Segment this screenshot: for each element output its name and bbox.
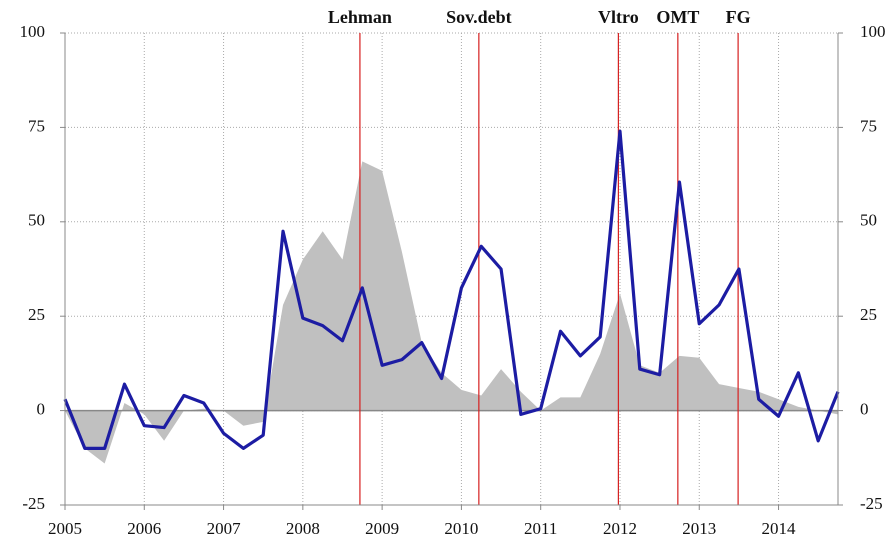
y2-tick-label: 100 — [860, 22, 886, 41]
x-tick-label: 2007 — [207, 519, 242, 538]
area — [65, 161, 838, 464]
y2-tick-label: 75 — [860, 116, 877, 135]
x-tick-label: 2005 — [48, 519, 82, 538]
event-label: Vltro — [598, 7, 639, 27]
x-tick-label: 2009 — [365, 519, 399, 538]
x-tick-label: 2014 — [762, 519, 797, 538]
y-tick-label: 100 — [20, 22, 46, 41]
x-tick-label: 2012 — [603, 519, 637, 538]
y2-tick-label: 50 — [860, 211, 877, 230]
x-tick-label: 2013 — [682, 519, 716, 538]
plot-frame — [64, 33, 839, 506]
y-tick-label: -25 — [22, 494, 45, 513]
y-tick-label: 50 — [28, 211, 45, 230]
x-tick-label: 2006 — [127, 519, 161, 538]
y-tick-label: 0 — [37, 400, 46, 419]
event-label: Lehman — [328, 7, 392, 27]
event-label: FG — [726, 7, 751, 27]
y-tick-label: 25 — [28, 305, 45, 324]
x-tick-label: 2008 — [286, 519, 320, 538]
y2-tick-label: 25 — [860, 305, 877, 324]
x-tick-label: 2010 — [444, 519, 478, 538]
y-tick-label: 75 — [28, 116, 45, 135]
event-label: OMT — [656, 7, 699, 27]
x-tick-label: 2011 — [524, 519, 557, 538]
line — [63, 129, 840, 450]
event-label: Sov.debt — [446, 7, 512, 27]
y2-tick-label: 0 — [860, 400, 869, 419]
y2-tick-label: -25 — [860, 494, 883, 513]
